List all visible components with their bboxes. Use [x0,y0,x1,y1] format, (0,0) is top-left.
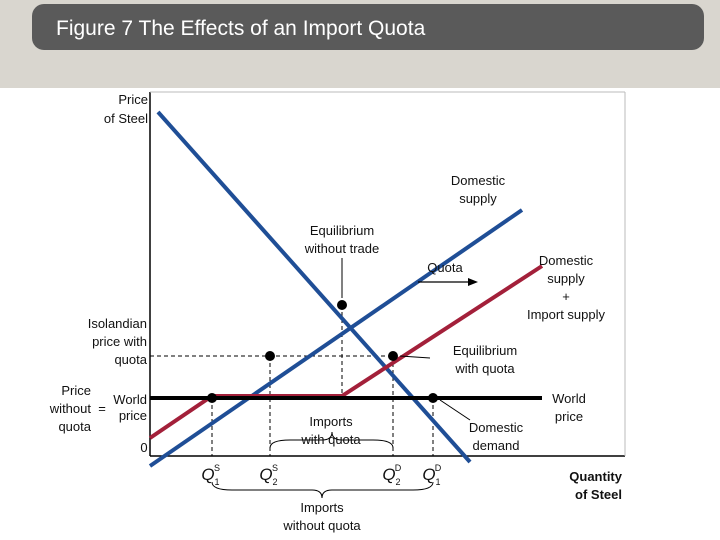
callout [399,355,431,359]
supply-quota-label: Import supply [527,307,606,322]
callout [439,399,471,421]
equilibrium-label: without trade [304,241,379,256]
supply-quota-label: Domestic [539,253,594,268]
imports-without-quota-label: Imports [300,500,344,515]
quantity-label: Q [382,465,395,484]
quantity-sup: D [435,463,442,473]
supply-quota-label: supply [547,271,585,286]
quantity-sub: 1 [214,477,219,487]
world-price-label: World [113,392,147,407]
isolandian-price-label: quota [114,352,147,367]
equals: = [98,401,106,416]
demand-label: Domestic [469,420,524,435]
price-without-quota-label: without [49,401,92,416]
equilibrium-quota-label: with quota [454,361,515,376]
price-without-quota-label: Price [61,383,91,398]
isolandian-price-label: price with [92,334,147,349]
quota-arrowhead [468,278,478,286]
origin-label: 0 [140,440,147,455]
world-price-label: World [552,391,586,406]
quantity-sup: S [272,463,278,473]
quantity-sub: 2 [395,477,400,487]
isolandian-price-label: Isolandian [88,316,147,331]
brace-with-quota [269,431,394,449]
imports-with-quota-label: Imports [309,414,353,429]
title: Figure 7 The Effects of an Import Quota [56,17,426,40]
price-without-quota-label: quota [58,419,91,434]
y-axis-label: Price [118,92,148,107]
world-price-label: price [119,408,147,423]
x-axis-label: of Steel [575,487,622,502]
quantity-sub: 1 [435,477,440,487]
x-axis-label: Quantity [569,469,622,484]
quota-label: Quota [427,260,463,275]
equilibrium-label: Equilibrium [310,223,374,238]
quantity-label: Q [422,465,435,484]
supply-label: Domestic [451,173,506,188]
supply-quota-label: + [562,289,570,304]
copyright: Copyright © 2004 South-Western [538,531,641,539]
imports-with-quota-label: with quota [300,432,361,447]
supply-curve [148,208,524,468]
quantity-sup: S [214,463,220,473]
y-axis-label: of Steel [104,111,148,126]
equilibrium-quota-label: Equilibrium [453,343,517,358]
brace-without-quota [211,481,434,499]
demand-curve [156,110,472,464]
imports-without-quota-label: without quota [282,518,361,533]
panel [0,48,720,540]
quantity-sup: D [395,463,402,473]
panel-top [0,48,720,88]
quantity-label: Q [259,465,272,484]
title-bar [32,4,704,50]
demand-label: demand [473,438,520,453]
supply-label: supply [459,191,497,206]
points [207,300,438,403]
world-price-label: price [555,409,583,424]
quantity-label: Q [201,465,214,484]
quantity-sub: 2 [272,477,277,487]
